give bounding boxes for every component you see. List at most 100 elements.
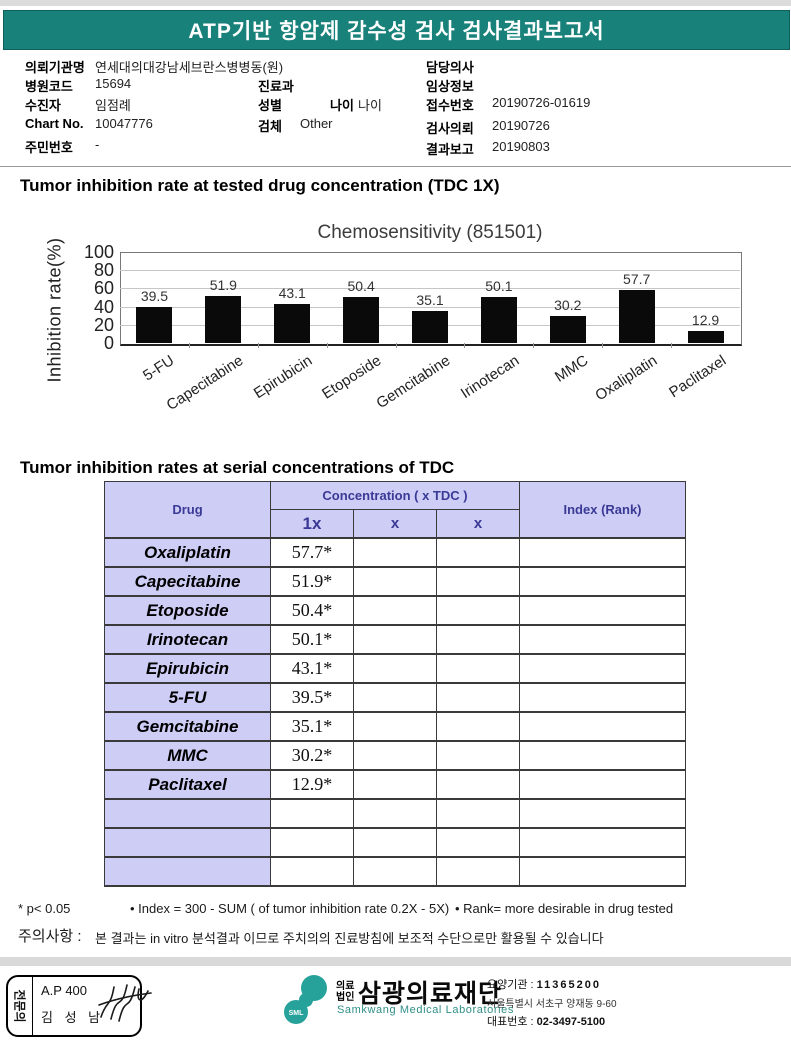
gridline [120,270,740,272]
bar-value-label: 30.2 [554,296,582,313]
chart-bar [687,331,724,343]
value-cell [435,595,521,626]
value-cell [353,566,437,597]
phone-row: 대표번호 : 02-3497-5100 [487,1013,617,1029]
value-cell [353,798,437,829]
age-label: 나이 [330,98,354,113]
resident-no-label: 주민번호 [25,140,73,155]
drug-cell: Paclitaxel [104,769,271,800]
stamp-name: 김 성 남 [41,1010,105,1025]
value-cell [353,653,437,684]
bar-value-label: 35.1 [416,292,444,309]
value-cell [353,827,437,858]
chart-bar [480,297,517,343]
value-cell [519,827,687,858]
index-rank-header: Index (Rank) [519,481,687,539]
org-value: 연세대의대강남세브란스병병동(원) [95,60,284,75]
value-cell [353,740,437,771]
y-axis-tick-label: 80 [93,260,114,281]
value-cell [353,711,437,742]
y-axis-tick-label: 0 [103,333,114,353]
x-axis-tick [533,343,535,348]
table-row [104,856,687,887]
signature-icon [98,984,152,1022]
table-row: 5-FU 39.5* [104,682,687,713]
top-strip [0,0,791,6]
sml-logo-icon: SML [284,975,327,1024]
chart-no-label: Chart No. [25,116,84,131]
table-row: Irinotecan 50.1* [104,624,687,655]
concentration-header: Concentration ( x TDC ) [269,481,521,510]
report-date-label: 결과보고 [426,142,474,157]
dept-label: 진료과 [258,79,294,94]
address-row: 서울특별시 서초구 양재동 9-60 [487,999,617,1010]
table-row: Gemcitabine 35.1* [104,711,687,742]
chart-bar [136,307,173,343]
x-axis-tick [188,343,190,348]
y-axis-title: Inhibition rate(%) [44,237,65,383]
value-cell: 50.1* [270,624,354,655]
drug-cell: Etoposide [104,595,271,626]
value-cell [519,740,687,771]
value-cell [435,624,521,655]
value-cell [519,624,687,655]
value-cell [519,711,687,742]
report-title-bar: ATP기반 항암제 감수성 검사 검사결과보고서 [3,10,790,50]
x-axis-label: Etoposide [319,352,385,403]
x-axis-label: Irinotecan [457,352,523,403]
stamp-body: A.P 400 김 성 남 [33,977,152,1035]
table-row: Etoposide 50.4* [104,595,687,626]
drug-cell: 5-FU [104,682,271,713]
org-type-bottom: 법인 [336,992,355,1003]
value-cell: 57.7* [270,537,354,568]
value-cell [435,537,521,568]
conc-sub-header-x2: x [435,509,521,539]
value-cell [435,711,521,742]
hospital-code-value: 15694 [95,76,132,91]
divider [0,166,791,167]
y-axis-tick-label: 60 [93,278,114,299]
drug-cell: Gemcitabine [104,711,271,742]
table-row: Oxaliplatin 57.7* [104,537,687,568]
value-cell [435,798,521,829]
gridline [120,288,740,290]
report-date-value: 20190803 [492,139,550,154]
table-section-title: Tumor inhibition rates at serial concent… [20,458,455,477]
value-cell [435,653,521,684]
chart-bar [549,315,586,343]
care-number-label: 요양기관 : [487,979,534,991]
drug-cell: MMC [104,740,271,771]
value-cell [270,856,354,887]
gridline [120,306,740,308]
age-value: 나이 [358,98,382,113]
chart-bar [412,311,448,343]
request-date-value: 20190726 [492,118,550,133]
value-cell [435,827,521,858]
x-axis-label: MMC [551,352,592,386]
table-row: Epirubicin 43.1* [104,653,687,684]
x-axis-label: Gemcitabine [373,352,454,413]
value-cell [353,624,437,655]
org-type-top: 의료 [336,981,355,992]
specimen-label: 검체 [258,119,282,134]
org-label: 의뢰기관명 [25,60,85,75]
value-cell: 39.5* [270,682,354,713]
value-cell: 43.1* [270,653,354,684]
y-axis-tick-label: 100 [83,242,114,262]
x-axis-label: Capecitabine [163,352,247,414]
bar-value-label: 57.7 [623,271,651,288]
value-cell [353,537,437,568]
drug-cell [104,798,271,829]
x-axis-tick [326,343,328,348]
org-name-kr: 삼광의료재단 [358,980,503,1008]
tdc-table: Drug Concentration ( x TDC ) Index (Rank… [104,481,687,887]
report-title: ATP기반 항암제 감수성 검사 검사결과보고서 [188,20,605,43]
chart-no-value: 10047776 [95,116,153,131]
value-cell [519,682,687,713]
index-note: • Index = 300 - SUM ( of tumor inhibitio… [130,901,450,916]
conc-sub-header-1x: 1x [270,509,354,539]
drug-cell [104,856,271,887]
bar-value-label: 50.4 [347,278,375,295]
value-cell [519,798,687,829]
bar-value-label: 43.1 [278,284,306,301]
